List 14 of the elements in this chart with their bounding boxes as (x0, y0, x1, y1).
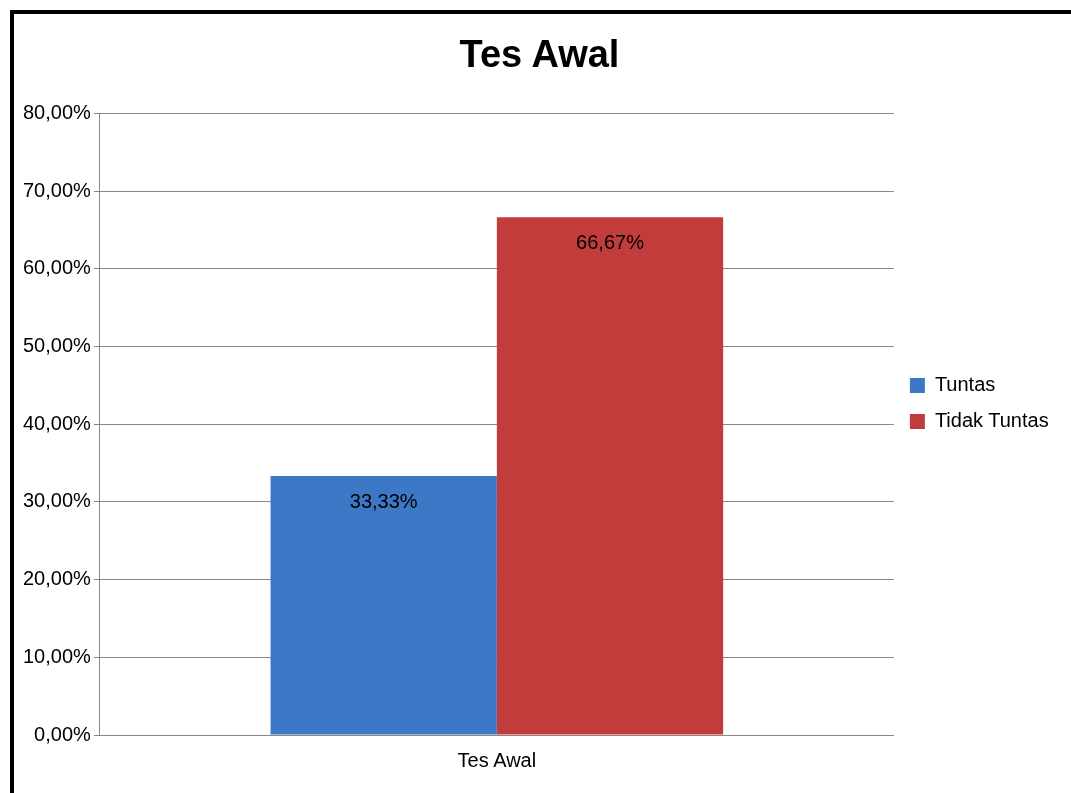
y-tick-label: 10,00% (22, 644, 92, 667)
y-tick-label: 50,00% (22, 334, 92, 357)
data-label: 66,67% (576, 230, 645, 253)
y-tick-label: 40,00% (22, 411, 92, 434)
legend-label: Tidak Tuntas (934, 409, 1049, 432)
y-tick-label: 80,00% (22, 101, 92, 124)
chart-title: Tes Awal (459, 33, 620, 76)
legend-label: Tuntas (934, 373, 996, 396)
y-tick-label: 0,00% (34, 722, 92, 745)
y-tick-label: 20,00% (22, 567, 92, 590)
y-tick-label: 30,00% (22, 489, 92, 512)
data-label: 33,33% (349, 489, 418, 512)
y-tick-label: 60,00% (22, 256, 92, 279)
y-tick-label: 70,00% (22, 178, 92, 201)
